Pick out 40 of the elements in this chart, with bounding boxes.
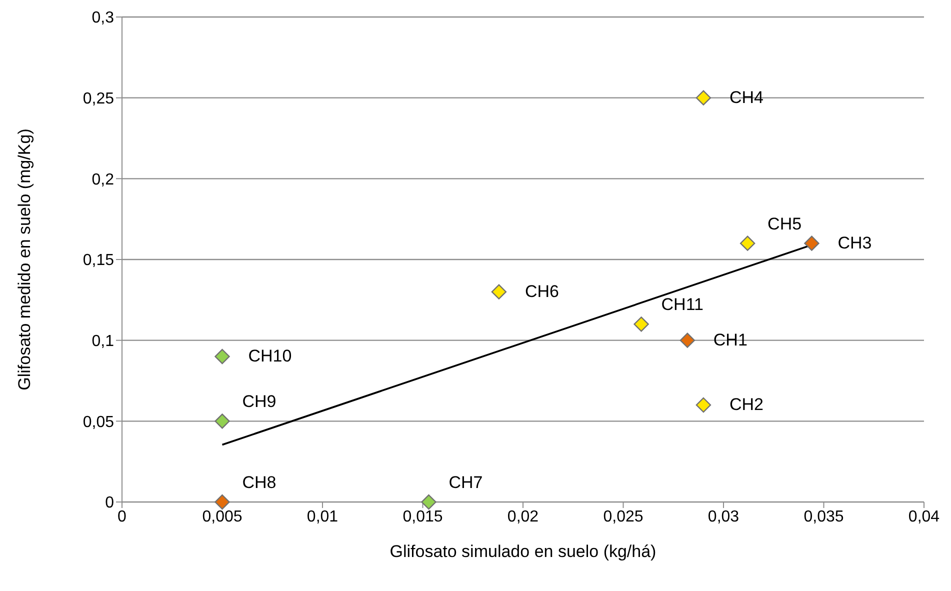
y-axis-title: Glifosato medido en suelo (mg/Kg)	[15, 128, 34, 390]
y-tick-label: 0,15	[82, 252, 114, 270]
annotation: CH11	[661, 295, 704, 314]
point	[214, 348, 230, 364]
y-tick-label: 0	[105, 494, 114, 512]
point	[491, 284, 507, 300]
y-tick-label: 0,1	[92, 333, 114, 350]
point	[421, 494, 436, 510]
y-tick-label: 0,3	[92, 10, 114, 27]
annotation: CH2	[729, 395, 764, 414]
annotation: CH1	[713, 330, 748, 350]
annotation: CH5	[768, 214, 802, 234]
x-tick-label: 0	[118, 508, 127, 526]
x-tick-label: 0,01	[306, 508, 338, 526]
point	[696, 90, 712, 106]
point	[214, 414, 230, 429]
point	[680, 332, 696, 348]
x-tick-label: 0,005	[202, 508, 242, 526]
point	[634, 316, 649, 332]
x-tick-label: 0,025	[603, 508, 644, 526]
annotation: CH8	[242, 473, 276, 492]
annotation: CH10	[248, 346, 292, 366]
point	[740, 236, 756, 251]
annotation: CH9	[242, 392, 276, 412]
x-axis-title: Glifosato simulado en suelo (kg/há)	[390, 542, 656, 561]
annotation: CH6	[524, 282, 559, 301]
point	[804, 236, 820, 251]
annotation: CH4	[729, 88, 764, 107]
y-tick-label: 0,05	[82, 414, 114, 431]
point	[696, 397, 712, 413]
x-tick-label: 0,015	[402, 508, 443, 526]
annotation: CH7	[448, 473, 483, 492]
x-tick-label: 0,03	[708, 508, 740, 526]
y-tick-label: 0,25	[82, 90, 114, 108]
y-tick-label: 0,2	[92, 171, 114, 188]
x-tick-label: 0,035	[804, 508, 844, 526]
annotation: CH3	[838, 233, 872, 252]
x-tick-label: 0,04	[908, 508, 940, 526]
x-tick-label: 0,02	[507, 508, 539, 526]
point	[214, 494, 230, 510]
